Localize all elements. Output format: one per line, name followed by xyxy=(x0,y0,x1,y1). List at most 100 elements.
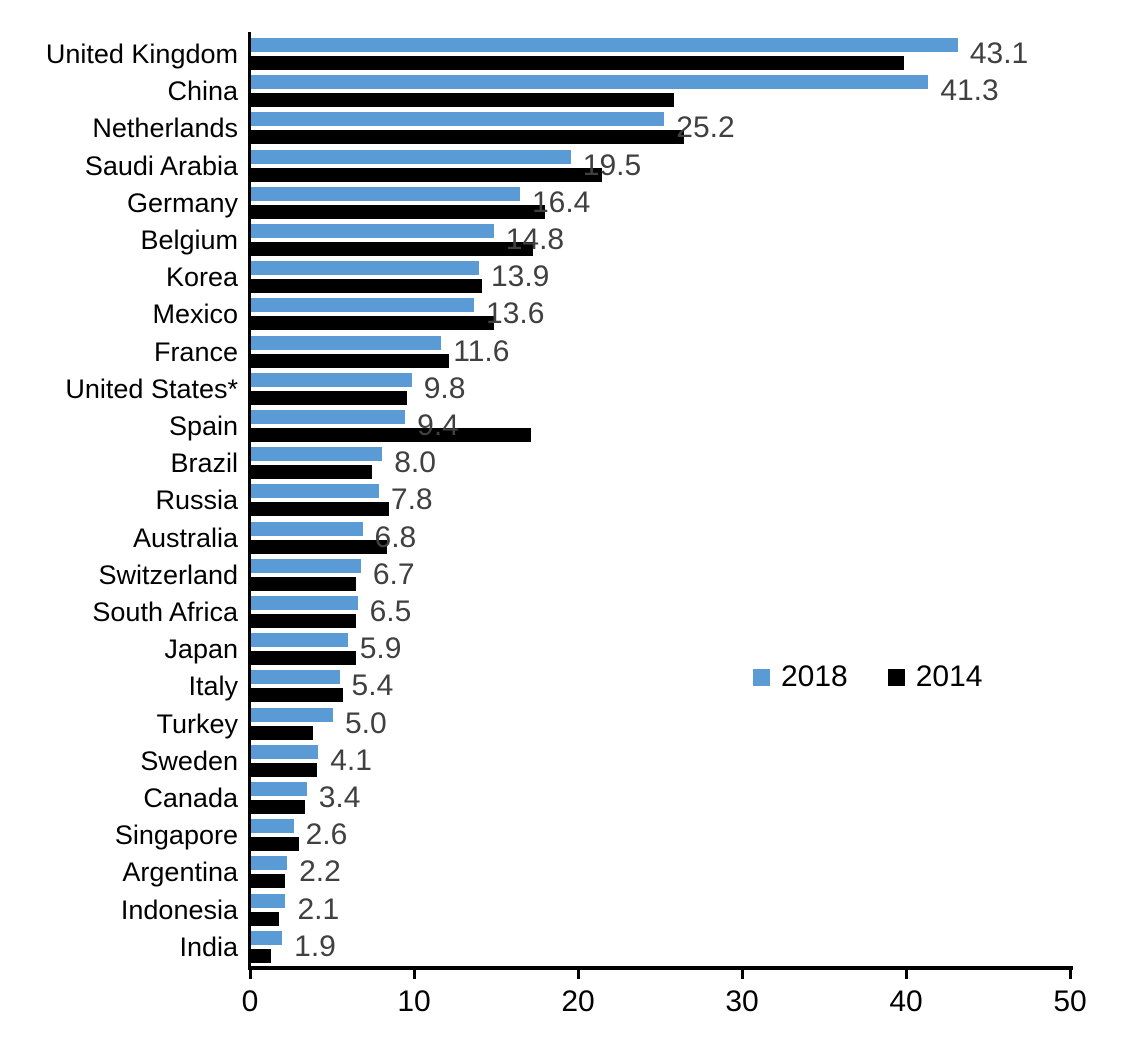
bar-2018 xyxy=(251,186,520,201)
bar-2018 xyxy=(251,670,340,685)
category-label: Sweden xyxy=(140,745,238,776)
value-label: 2.6 xyxy=(305,818,348,852)
x-axis-tick-label: 20 xyxy=(561,985,595,1018)
bar-2014 xyxy=(251,502,389,517)
value-label: 2.2 xyxy=(299,855,341,889)
bar-2014 xyxy=(251,130,684,145)
bar-2018 xyxy=(251,372,412,387)
category-label: Argentina xyxy=(122,857,238,888)
bar-2018 xyxy=(251,149,571,164)
bar-2018 xyxy=(251,782,307,796)
value-label: 25.2 xyxy=(676,111,735,145)
bar-2014 xyxy=(251,93,675,108)
category-label: Singapore xyxy=(114,820,238,851)
value-label: 4.1 xyxy=(330,743,372,777)
category-label: Australia xyxy=(132,522,238,553)
value-label: 13.9 xyxy=(490,260,550,294)
bar-2014 xyxy=(251,390,407,405)
bar-2014 xyxy=(251,874,286,889)
value-label: 16.4 xyxy=(531,185,591,219)
bar-2014 xyxy=(251,56,904,70)
value-label: 3.4 xyxy=(318,781,361,814)
bar-2018 xyxy=(251,819,294,834)
bar-2014 xyxy=(251,837,299,852)
category-label: France xyxy=(153,336,238,367)
bar-2018 xyxy=(251,298,475,313)
category-label: Brazil xyxy=(170,448,238,479)
bar-2014 xyxy=(251,762,317,777)
legend-label-2018: 2018 xyxy=(781,660,848,693)
category-label: Mexico xyxy=(152,299,238,330)
bar-2018 xyxy=(251,484,379,499)
bar-2018 xyxy=(251,224,494,238)
x-axis-tick-label: 0 xyxy=(241,985,259,1018)
x-axis-tick-label: 10 xyxy=(397,985,431,1018)
category-label: India xyxy=(179,931,238,962)
bar-2018 xyxy=(251,893,286,908)
x-axis-line xyxy=(248,966,1073,970)
value-label: 41.3 xyxy=(940,74,999,108)
bar-2014 xyxy=(251,614,356,628)
bar-2018 xyxy=(251,633,348,648)
bar-2014 xyxy=(251,353,450,368)
bar-2014 xyxy=(251,948,271,963)
value-label: 6.8 xyxy=(374,520,417,554)
bar-2014 xyxy=(251,688,343,703)
bar-2014 xyxy=(251,539,388,554)
bar-2014 xyxy=(251,279,483,294)
category-label: Indonesia xyxy=(120,894,238,925)
category-label: Italy xyxy=(188,671,238,702)
legend-entry-2018: 2018 xyxy=(753,661,848,693)
bar-2018 xyxy=(251,38,958,52)
value-label: 5.9 xyxy=(359,632,402,666)
category-label: United States* xyxy=(65,373,238,404)
bar-2014 xyxy=(251,167,602,182)
value-label: 19.5 xyxy=(582,148,642,182)
bar-2018 xyxy=(251,447,383,462)
legend-swatch-icon xyxy=(753,668,770,686)
category-label: China xyxy=(167,76,238,107)
category-label: Russia xyxy=(155,485,238,516)
x-axis-tick xyxy=(741,970,744,979)
category-label: Japan xyxy=(164,634,238,665)
value-label: 43.1 xyxy=(969,37,1029,70)
category-label: Canada xyxy=(143,783,238,813)
bar-2014 xyxy=(251,204,545,219)
bar-2014 xyxy=(251,725,314,740)
category-label: Spain xyxy=(168,411,238,441)
category-label: Saudi Arabia xyxy=(84,150,238,181)
value-label: 9.4 xyxy=(417,409,459,442)
legend-swatch-icon xyxy=(887,668,905,686)
bar-2014 xyxy=(251,576,356,591)
value-label: 6.5 xyxy=(369,595,412,628)
bar-2018 xyxy=(251,930,283,945)
category-label: Netherlands xyxy=(92,113,238,144)
x-axis-tick xyxy=(905,970,908,979)
value-label: 8.0 xyxy=(394,446,436,480)
x-axis-tick-label: 40 xyxy=(889,985,923,1018)
bar-2018 xyxy=(251,335,442,350)
legend-entry-2014: 2014 xyxy=(887,661,983,693)
x-axis-tick xyxy=(413,970,416,979)
value-label: 14.8 xyxy=(505,223,565,256)
bar-2018 xyxy=(251,410,406,424)
bar-2018 xyxy=(251,521,363,536)
category-label: Korea xyxy=(165,262,238,293)
y-axis-line xyxy=(248,32,251,970)
category-label: United Kingdom xyxy=(45,39,238,69)
value-label: 9.8 xyxy=(423,371,466,405)
bar-2018 xyxy=(251,558,361,573)
bar-2014 xyxy=(251,465,373,480)
value-label: 6.7 xyxy=(372,557,415,591)
value-label: 13.6 xyxy=(486,297,545,331)
value-label: 5.4 xyxy=(351,669,394,703)
bar-2014 xyxy=(251,651,356,666)
bar-2014 xyxy=(251,242,534,256)
bar-2014 xyxy=(251,316,494,331)
x-axis-tick-label: 30 xyxy=(725,985,759,1018)
category-label: South Africa xyxy=(92,597,238,627)
value-label: 11.6 xyxy=(453,334,510,368)
x-axis-tick xyxy=(1069,970,1072,979)
bar-2014 xyxy=(251,800,306,814)
